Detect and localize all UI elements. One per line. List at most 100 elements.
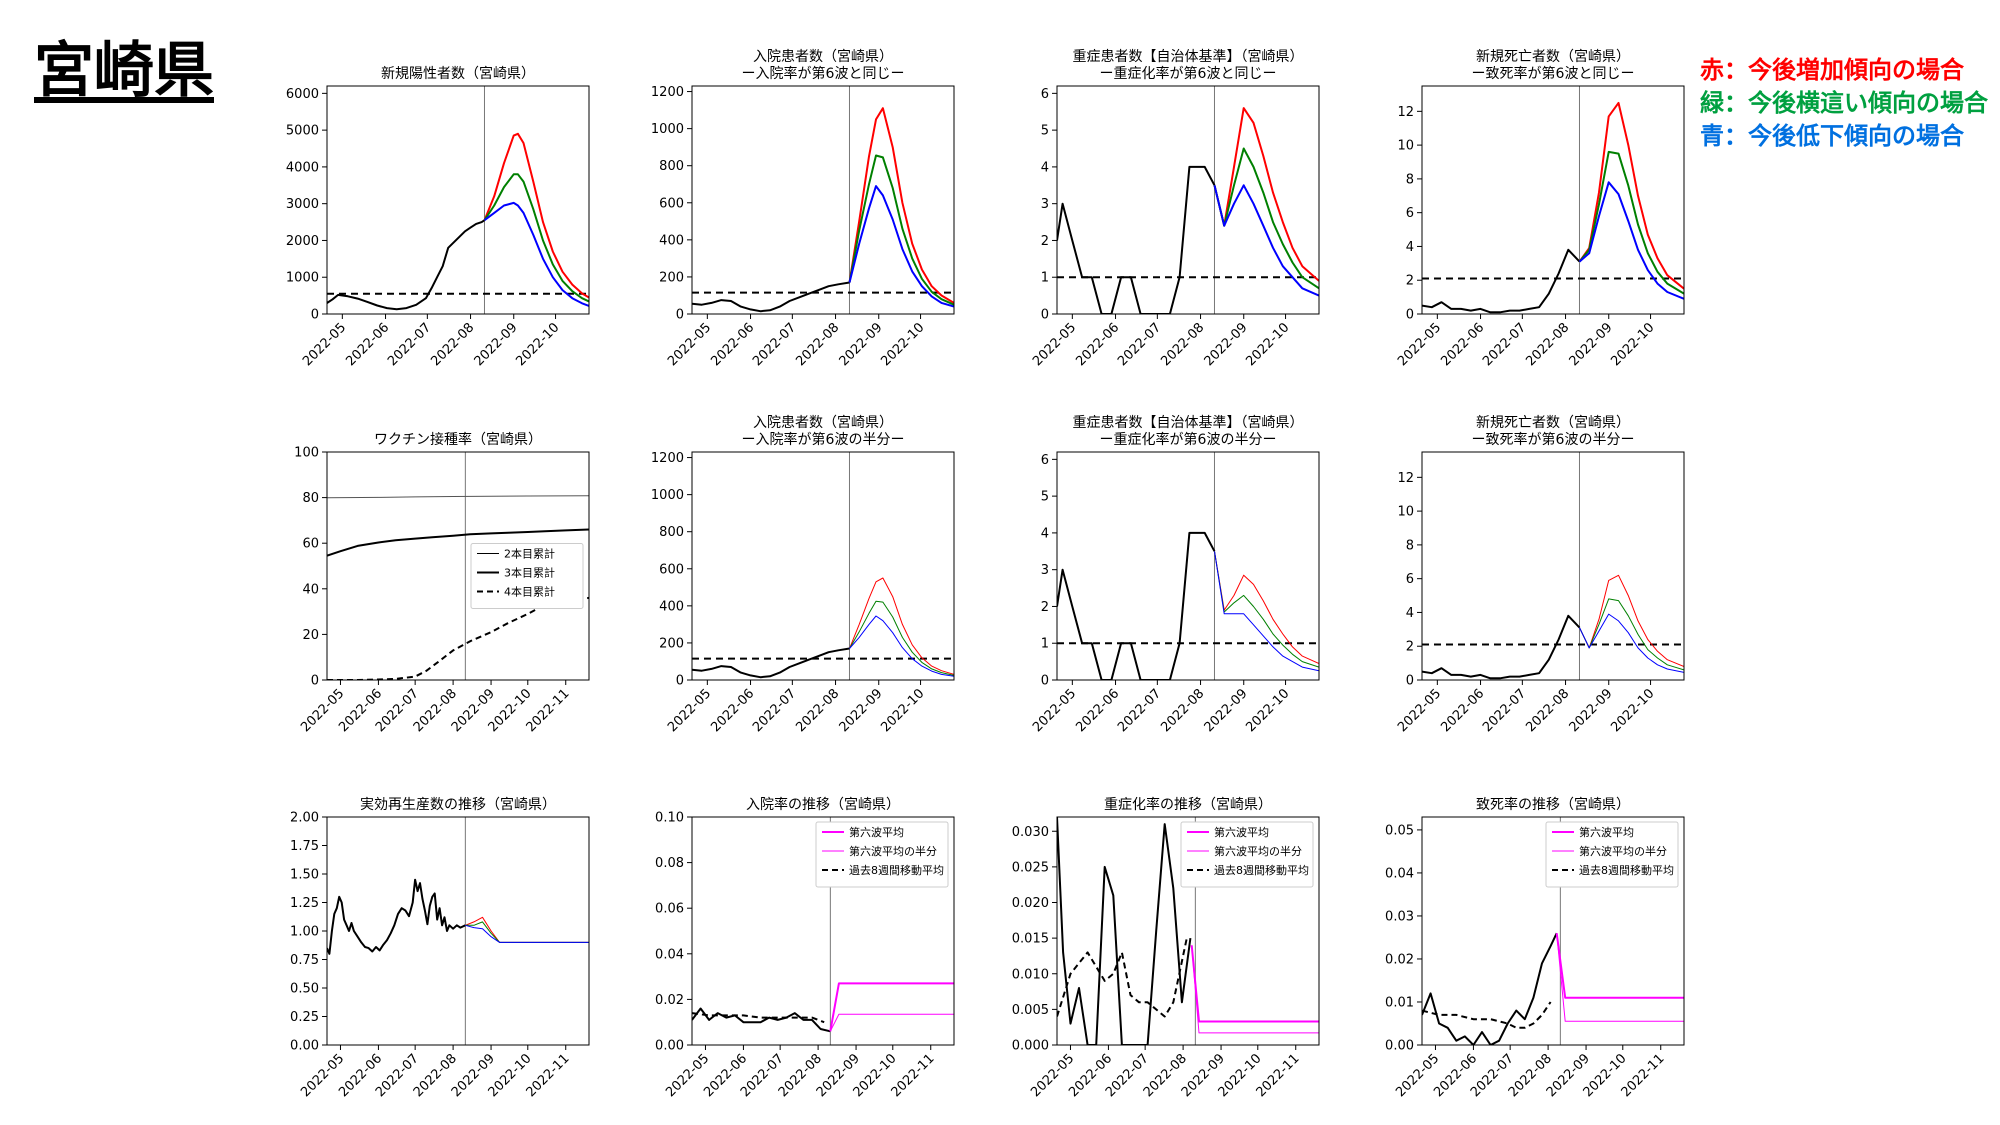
plot-area (327, 817, 589, 1045)
scenario-legend-blue: 青：今後低下傾向の場合 (1700, 122, 1964, 150)
series-line (1422, 614, 1581, 680)
chart-title: ー重症化率が第6波と同じー (1100, 65, 1277, 82)
x-tick-label: 2022-06 (1073, 686, 1122, 735)
x-tick-label: 2022-09 (837, 320, 886, 369)
y-tick-label: 0.020 (1012, 896, 1049, 911)
y-tick-label: 1.00 (290, 925, 319, 940)
chart-title: ー入院率が第6波と同じー (742, 65, 905, 82)
chart-title: ー致死率が第6波の半分ー (1472, 431, 1635, 448)
x-tick-label: 2022-08 (428, 320, 477, 369)
chart-title: 重症化率の推移（宮崎県） (1104, 796, 1272, 813)
series-line (465, 921, 589, 943)
y-tick-label: 6 (1041, 453, 1049, 468)
series-line (327, 495, 589, 499)
x-tick-label: 2022-06 (1438, 686, 1487, 735)
y-tick-label: 10 (1397, 505, 1414, 520)
x-tick-label: 2022-10 (1608, 686, 1657, 735)
series-line (848, 154, 954, 306)
y-tick-label: 0.025 (1012, 860, 1049, 875)
y-tick-label: 100 (294, 446, 319, 461)
y-tick-label: 12 (1397, 471, 1414, 486)
y-tick-label: 0.04 (655, 947, 684, 962)
chart-title: 入院患者数（宮崎県） (753, 49, 893, 65)
y-tick-label: 600 (659, 196, 684, 211)
chart-hospitalization-rate: 入院率の推移（宮崎県）0.000.020.040.060.080.102022-… (655, 796, 955, 1100)
y-tick-label: 0.05 (1385, 823, 1414, 838)
series-line (1191, 945, 1319, 1034)
y-tick-label: 2.00 (290, 811, 319, 826)
series-line (1555, 933, 1684, 999)
y-tick-label: 6 (1406, 206, 1414, 221)
y-tick-label: 0.04 (1385, 866, 1414, 881)
series-line (1213, 184, 1319, 297)
plot-frame (1421, 85, 1685, 315)
y-tick-label: 10 (1397, 139, 1414, 154)
x-tick-label: 2022-10 (1243, 320, 1292, 369)
y-tick-label: 1 (1041, 637, 1049, 652)
plot-frame (326, 451, 590, 681)
x-tick-label: 2022-09 (837, 686, 886, 735)
chart-legend: 2本目累計 3本目累計 4本目累計 (470, 543, 584, 609)
y-tick-label: 0.00 (655, 1039, 684, 1054)
plot-frame (1421, 816, 1685, 1046)
y-tick-label: 0 (676, 674, 684, 689)
y-tick-label: 2 (1041, 234, 1049, 249)
chart-title: 新規死亡者数（宮崎県） (1476, 415, 1630, 431)
series-line (849, 615, 954, 677)
series-line (1057, 937, 1188, 1018)
chart-title: ー重症化率が第6波の半分ー (1100, 431, 1277, 448)
plot-area (327, 86, 589, 314)
y-tick-label: 0 (1406, 308, 1414, 323)
y-tick-label: 3 (1041, 197, 1049, 212)
x-tick-label: 2022-09 (1202, 320, 1251, 369)
x-tick-label: 2022-07 (1480, 320, 1529, 369)
series-line (483, 201, 589, 307)
chart-title: 入院患者数（宮崎県） (753, 415, 893, 431)
x-tick-label: 2022-05 (1395, 686, 1444, 735)
y-tick-label: 200 (659, 270, 684, 285)
scenario-legend-red: 赤：今後増加傾向の場合 (1700, 56, 1964, 84)
y-tick-label: 6 (1041, 87, 1049, 102)
y-tick-label: 400 (659, 599, 684, 614)
y-tick-label: 0.02 (655, 993, 684, 1008)
plot-area (1057, 86, 1319, 314)
x-tick-label: 2022-05 (1030, 686, 1079, 735)
y-tick-label: 60 (302, 537, 319, 552)
y-tick-label: 5000 (286, 124, 319, 139)
plot-frame (691, 816, 955, 1046)
series-line (829, 982, 954, 1032)
x-tick-label: 2022-10 (1608, 320, 1657, 369)
legend-label: 第六波平均の半分 (1579, 844, 1667, 858)
y-tick-label: 0.00 (1385, 1039, 1414, 1054)
x-tick-label: 2022-05 (665, 320, 714, 369)
x-tick-label: 2022-06 (1438, 320, 1487, 369)
y-tick-label: 5 (1041, 490, 1049, 505)
series-line (327, 528, 589, 557)
y-tick-label: 1200 (651, 451, 684, 466)
x-tick-label: 2022-07 (750, 686, 799, 735)
y-tick-label: 4000 (286, 160, 319, 175)
x-tick-label: 2022-08 (1158, 320, 1207, 369)
plot-area (1422, 452, 1684, 680)
y-tick-label: 0.06 (655, 902, 684, 917)
series-line (829, 1013, 954, 1032)
chart-title: 新規陽性者数（宮崎県） (381, 66, 535, 82)
y-tick-label: 600 (659, 562, 684, 577)
y-tick-label: 2 (1406, 640, 1414, 655)
y-tick-label: 1000 (651, 488, 684, 503)
chart-deaths-half: 新規死亡者数（宮崎県）ー致死率が第6波の半分ー0246810122022-052… (1395, 415, 1685, 735)
legend-label: 3本目累計 (504, 566, 555, 580)
y-tick-label: 4 (1406, 240, 1414, 255)
chart-title: 入院率の推移（宮崎県） (746, 796, 900, 813)
chart-hospitalized-half: 入院患者数（宮崎県）ー入院率が第6波の半分ー 0 200 400 600 800 1000 1… (651, 415, 955, 735)
plot-area (692, 452, 954, 680)
y-tick-label: 20 (302, 628, 319, 643)
plot-frame (326, 816, 590, 1046)
y-tick-label: 80 (302, 491, 319, 506)
series-line (849, 577, 954, 675)
chart-title: ワクチン接種率（宮崎県） (374, 431, 542, 448)
y-tick-label: 0.000 (1012, 1039, 1049, 1054)
